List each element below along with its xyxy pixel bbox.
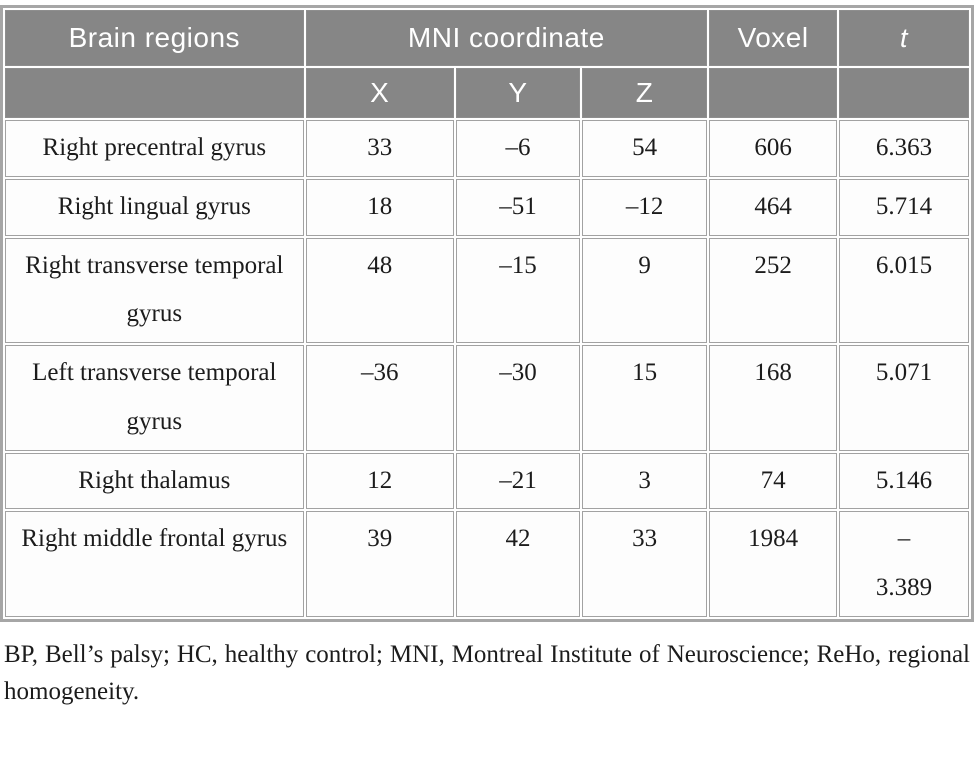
cell-t: 5.071 — [839, 345, 969, 451]
cell-x: 33 — [305, 120, 454, 177]
cell-z: 9 — [582, 237, 708, 343]
col-subheader-x: X — [305, 68, 454, 118]
cell-z: 33 — [582, 511, 708, 617]
cell-x: 48 — [305, 237, 454, 343]
col-subheader-empty-voxel — [709, 68, 838, 118]
cell-y: –21 — [455, 452, 581, 510]
cell-y: 42 — [455, 511, 581, 617]
col-subheader-z: Z — [582, 68, 708, 118]
brain-regions-table: Brain regions MNI coordinate Voxel t X Y… — [0, 5, 974, 622]
cell-region: Right middle frontal gyrus — [5, 511, 304, 617]
cell-z: 54 — [582, 120, 708, 177]
cell-region: Right lingual gyrus — [5, 178, 304, 236]
cell-region: Right transverse temporal gyrus — [5, 237, 304, 343]
cell-x: 18 — [305, 178, 454, 236]
table-row: Right thalamus 12 –21 3 74 5.146 — [5, 452, 969, 510]
header-row-main: Brain regions MNI coordinate Voxel t — [5, 10, 969, 66]
cell-t: 5.714 — [839, 178, 969, 236]
cell-voxel: 168 — [709, 345, 838, 451]
cell-z: 15 — [582, 345, 708, 451]
cell-region: Right precentral gyrus — [5, 120, 304, 177]
cell-region: Right thalamus — [5, 452, 304, 510]
table-row: Right lingual gyrus 18 –51 –12 464 5.714 — [5, 178, 969, 236]
cell-y: –51 — [455, 178, 581, 236]
cell-y: –30 — [455, 345, 581, 451]
table-footnote: BP, Bell’s palsy; HC, healthy control; M… — [4, 640, 970, 706]
cell-z: 3 — [582, 452, 708, 510]
header-row-sub: X Y Z — [5, 68, 969, 118]
col-header-t: t — [839, 10, 969, 66]
col-header-mni-coordinate: MNI coordinate — [305, 10, 708, 66]
col-subheader-y: Y — [455, 68, 581, 118]
cell-t: 5.146 — [839, 452, 969, 510]
cell-x: –36 — [305, 345, 454, 451]
cell-voxel: 252 — [709, 237, 838, 343]
cell-region: Left transverse temporal gyrus — [5, 345, 304, 451]
cell-t: 6.015 — [839, 237, 969, 343]
cell-voxel: 606 — [709, 120, 838, 177]
cell-voxel: 74 — [709, 452, 838, 510]
cell-voxel: 1984 — [709, 511, 838, 617]
cell-y: –15 — [455, 237, 581, 343]
cell-voxel: 464 — [709, 178, 838, 236]
table-row: Right middle frontal gyrus 39 42 33 1984… — [5, 511, 969, 617]
cell-t: – 3.389 — [839, 511, 969, 617]
table-row: Right precentral gyrus 33 –6 54 606 6.36… — [5, 120, 969, 177]
col-subheader-empty-region — [5, 68, 304, 118]
cell-x: 39 — [305, 511, 454, 617]
table-row: Right transverse temporal gyrus 48 –15 9… — [5, 237, 969, 343]
table-body: Right precentral gyrus 33 –6 54 606 6.36… — [5, 120, 969, 617]
col-header-brain-regions: Brain regions — [5, 10, 304, 66]
table-row: Left transverse temporal gyrus –36 –30 1… — [5, 345, 969, 451]
cell-x: 12 — [305, 452, 454, 510]
col-header-voxel: Voxel — [709, 10, 838, 66]
cell-y: –6 — [455, 120, 581, 177]
col-subheader-empty-t — [839, 68, 969, 118]
table-header: Brain regions MNI coordinate Voxel t X Y… — [5, 10, 969, 118]
cell-z: –12 — [582, 178, 708, 236]
cell-t: 6.363 — [839, 120, 969, 177]
